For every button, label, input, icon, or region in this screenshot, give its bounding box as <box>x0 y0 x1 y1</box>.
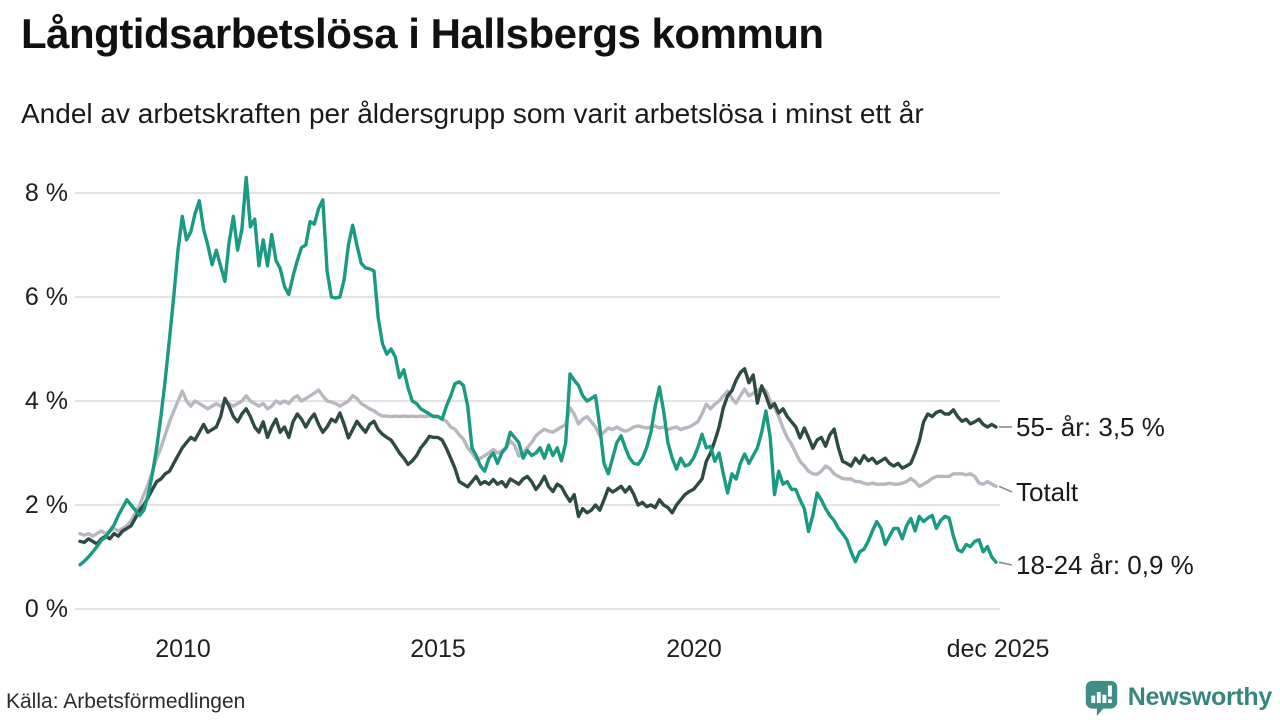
chart-subtitle: Andel av arbetskraften per åldersgrupp s… <box>21 98 924 129</box>
y-tick-label: 8 % <box>25 179 68 207</box>
y-tick-label: 0 % <box>25 595 68 623</box>
end-tick-Totalt <box>998 485 1013 493</box>
series-end-labels: 55- år: 3,5 % Totalt 18-24 år: 0,9 % <box>1016 412 1194 580</box>
end-label-totalt: Totalt <box>1016 477 1079 507</box>
y-tick-label: 4 % <box>25 387 68 415</box>
chart-title: Långtidsarbetslösa i Hallsbergs kommun <box>21 10 824 57</box>
y-tick-label: 6 % <box>25 283 68 311</box>
source-note: Källa: Arbetsförmedlingen <box>6 690 246 713</box>
x-tick-label-2015: 2015 <box>410 635 466 663</box>
line-55--år <box>78 367 998 546</box>
y-tick-label: 2 % <box>25 491 68 519</box>
line-Totalt <box>78 386 998 538</box>
x-axis: 2010 2015 2020 dec 2025 <box>155 635 1049 663</box>
x-tick-label-2010: 2010 <box>155 635 211 663</box>
x-tick-label-2020: 2020 <box>666 635 722 663</box>
end-label-55: 55- år: 3,5 % <box>1016 412 1165 442</box>
newsworthy-bubble-chart-icon <box>1083 678 1120 716</box>
x-tick-label-dec-2025: dec 2025 <box>947 635 1050 663</box>
end-tick-18-24-år <box>998 561 1013 566</box>
gridlines <box>75 192 1000 610</box>
end-ticks <box>998 426 1013 566</box>
newsworthy-logo[interactable]: Newsworthy <box>1083 678 1272 716</box>
line-18-24-år <box>78 175 998 567</box>
data-lines <box>78 175 998 567</box>
newsworthy-wordmark: Newsworthy <box>1127 682 1273 711</box>
end-label-18-24: 18-24 år: 0,9 % <box>1016 550 1194 580</box>
y-axis: 0 % 2 % 4 % 6 % 8 % <box>25 179 68 623</box>
